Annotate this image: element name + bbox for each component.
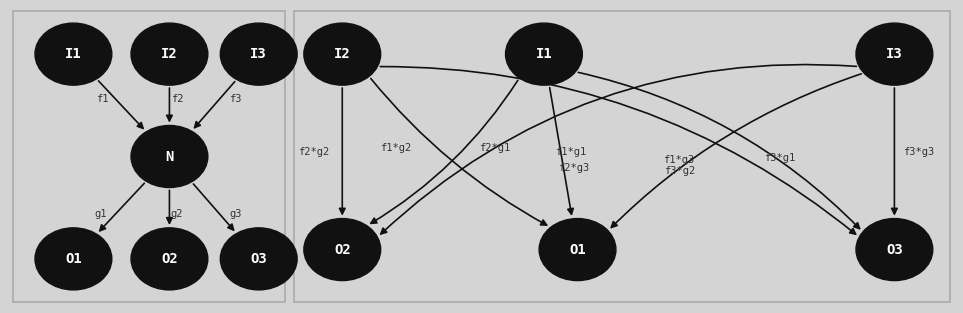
Text: I3: I3 [250, 47, 267, 61]
Text: g1: g1 [94, 209, 107, 219]
Text: O2: O2 [161, 252, 178, 266]
Text: O3: O3 [250, 252, 267, 266]
Ellipse shape [304, 23, 380, 85]
Text: N: N [166, 150, 173, 163]
Ellipse shape [221, 228, 298, 290]
Ellipse shape [506, 23, 583, 85]
Ellipse shape [131, 23, 208, 85]
Text: I1: I1 [65, 47, 82, 61]
Ellipse shape [131, 228, 208, 290]
Text: O1: O1 [65, 252, 82, 266]
Text: f1*g1: f1*g1 [555, 147, 586, 157]
Text: I1: I1 [535, 47, 553, 61]
Ellipse shape [35, 228, 112, 290]
Text: f2: f2 [170, 94, 183, 104]
Ellipse shape [304, 218, 380, 280]
Ellipse shape [856, 218, 933, 280]
Ellipse shape [221, 23, 298, 85]
Text: O1: O1 [569, 243, 586, 257]
Ellipse shape [35, 23, 112, 85]
Text: f1*g2: f1*g2 [379, 143, 411, 153]
Text: f2*g1: f2*g1 [480, 143, 510, 153]
Text: I2: I2 [161, 47, 178, 61]
Text: g2: g2 [170, 209, 183, 219]
Text: f2*g2: f2*g2 [298, 147, 329, 157]
Text: f2*g3: f2*g3 [558, 163, 589, 173]
Text: I3: I3 [886, 47, 902, 61]
FancyBboxPatch shape [295, 11, 950, 302]
Text: f3: f3 [229, 94, 242, 104]
Text: f3*g1: f3*g1 [765, 153, 795, 163]
Ellipse shape [856, 23, 933, 85]
Text: O2: O2 [334, 243, 351, 257]
Text: g3: g3 [229, 209, 242, 219]
Ellipse shape [539, 218, 616, 280]
Text: f1*g3: f1*g3 [663, 155, 694, 165]
Text: I2: I2 [334, 47, 351, 61]
Text: f3*g2: f3*g2 [664, 167, 695, 177]
Text: f1: f1 [96, 94, 109, 104]
FancyBboxPatch shape [13, 11, 285, 302]
Text: O3: O3 [886, 243, 902, 257]
Text: f3*g3: f3*g3 [902, 147, 934, 157]
Ellipse shape [131, 126, 208, 187]
